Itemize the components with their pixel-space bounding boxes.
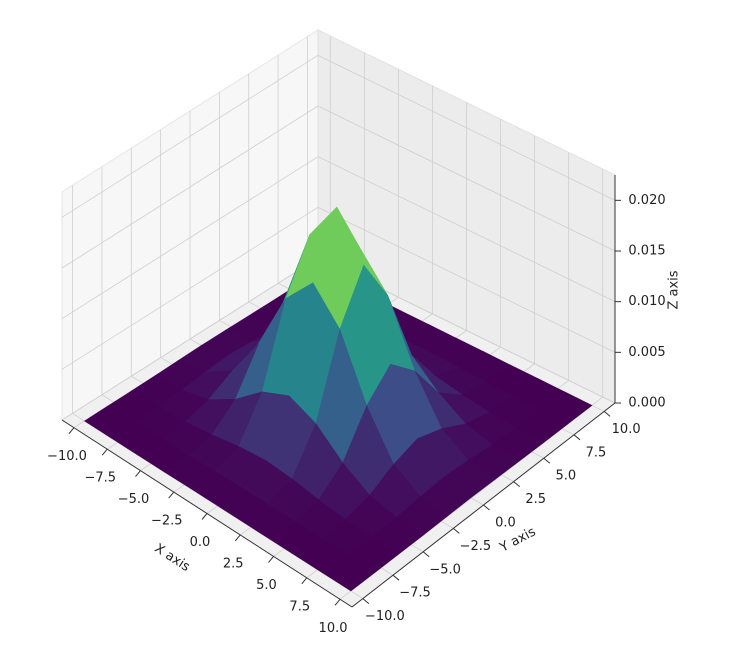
tick-mark (168, 491, 175, 499)
x-tick-label: −2.5 (151, 514, 183, 529)
y-tick-label: 0.0 (495, 516, 516, 531)
surface (84, 206, 593, 592)
z-tick-label: 0.015 (628, 244, 665, 259)
axes: −10.0−7.5−5.0−2.50.02.55.07.510.0−10.0−7… (47, 175, 666, 636)
tick-mark (362, 598, 370, 604)
tick-mark (513, 481, 520, 487)
tick-mark (268, 556, 274, 563)
tick-mark (573, 434, 581, 441)
tick-mark (101, 448, 108, 456)
grid-line (317, 105, 616, 252)
tick-mark (483, 504, 490, 511)
x-tick-label: −7.5 (84, 471, 116, 486)
x-tick-label: 7.5 (289, 599, 310, 614)
grid-line (317, 54, 616, 201)
y-tick-label: −5.0 (429, 562, 461, 577)
z-tick-label: 0.005 (628, 345, 665, 360)
y-tick-label: −10.0 (365, 609, 405, 624)
x-tick-label: 10.0 (319, 621, 348, 636)
z-axis-label: Z axis (667, 270, 682, 309)
x-tick-label: 0.0 (190, 535, 211, 550)
y-tick-label: 5.0 (555, 469, 576, 484)
grid-line (61, 156, 319, 320)
z-tick-label: 0.020 (628, 193, 665, 208)
z-tick-label: 0.000 (628, 396, 665, 411)
x-tick-label: −5.0 (118, 492, 150, 507)
x-tick-label: 2.5 (223, 556, 244, 571)
tick-mark (234, 534, 241, 542)
y-tick-label: 10.0 (612, 422, 641, 437)
grid-line (61, 257, 319, 421)
grid-line (61, 54, 319, 218)
grid-line (317, 206, 616, 353)
surface-patch (323, 555, 376, 592)
grid-line (61, 206, 319, 370)
y-tick-label: 7.5 (586, 445, 607, 460)
tick-mark (453, 528, 460, 534)
y-tick-label: 2.5 (525, 492, 546, 507)
x-axis-label: X axis (152, 541, 193, 575)
tick-mark (68, 427, 75, 435)
tick-mark (334, 598, 341, 606)
y-axis-line (351, 402, 616, 608)
tick-mark (603, 411, 611, 417)
y-tick-label: −2.5 (460, 539, 492, 554)
tick-mark (543, 457, 551, 464)
z-tick-label: 0.010 (628, 294, 665, 309)
tick-mark (422, 551, 430, 558)
tick-mark (392, 574, 400, 581)
x-axis-line (61, 419, 353, 608)
tick-mark (301, 577, 308, 585)
y-tick-label: −7.5 (399, 586, 431, 601)
x-tick-label: 5.0 (256, 578, 277, 593)
tick-mark (201, 513, 208, 520)
tick-mark (135, 470, 141, 477)
grid-line (317, 156, 616, 303)
grid-line (61, 105, 319, 269)
x-tick-label: −10.0 (47, 449, 87, 464)
